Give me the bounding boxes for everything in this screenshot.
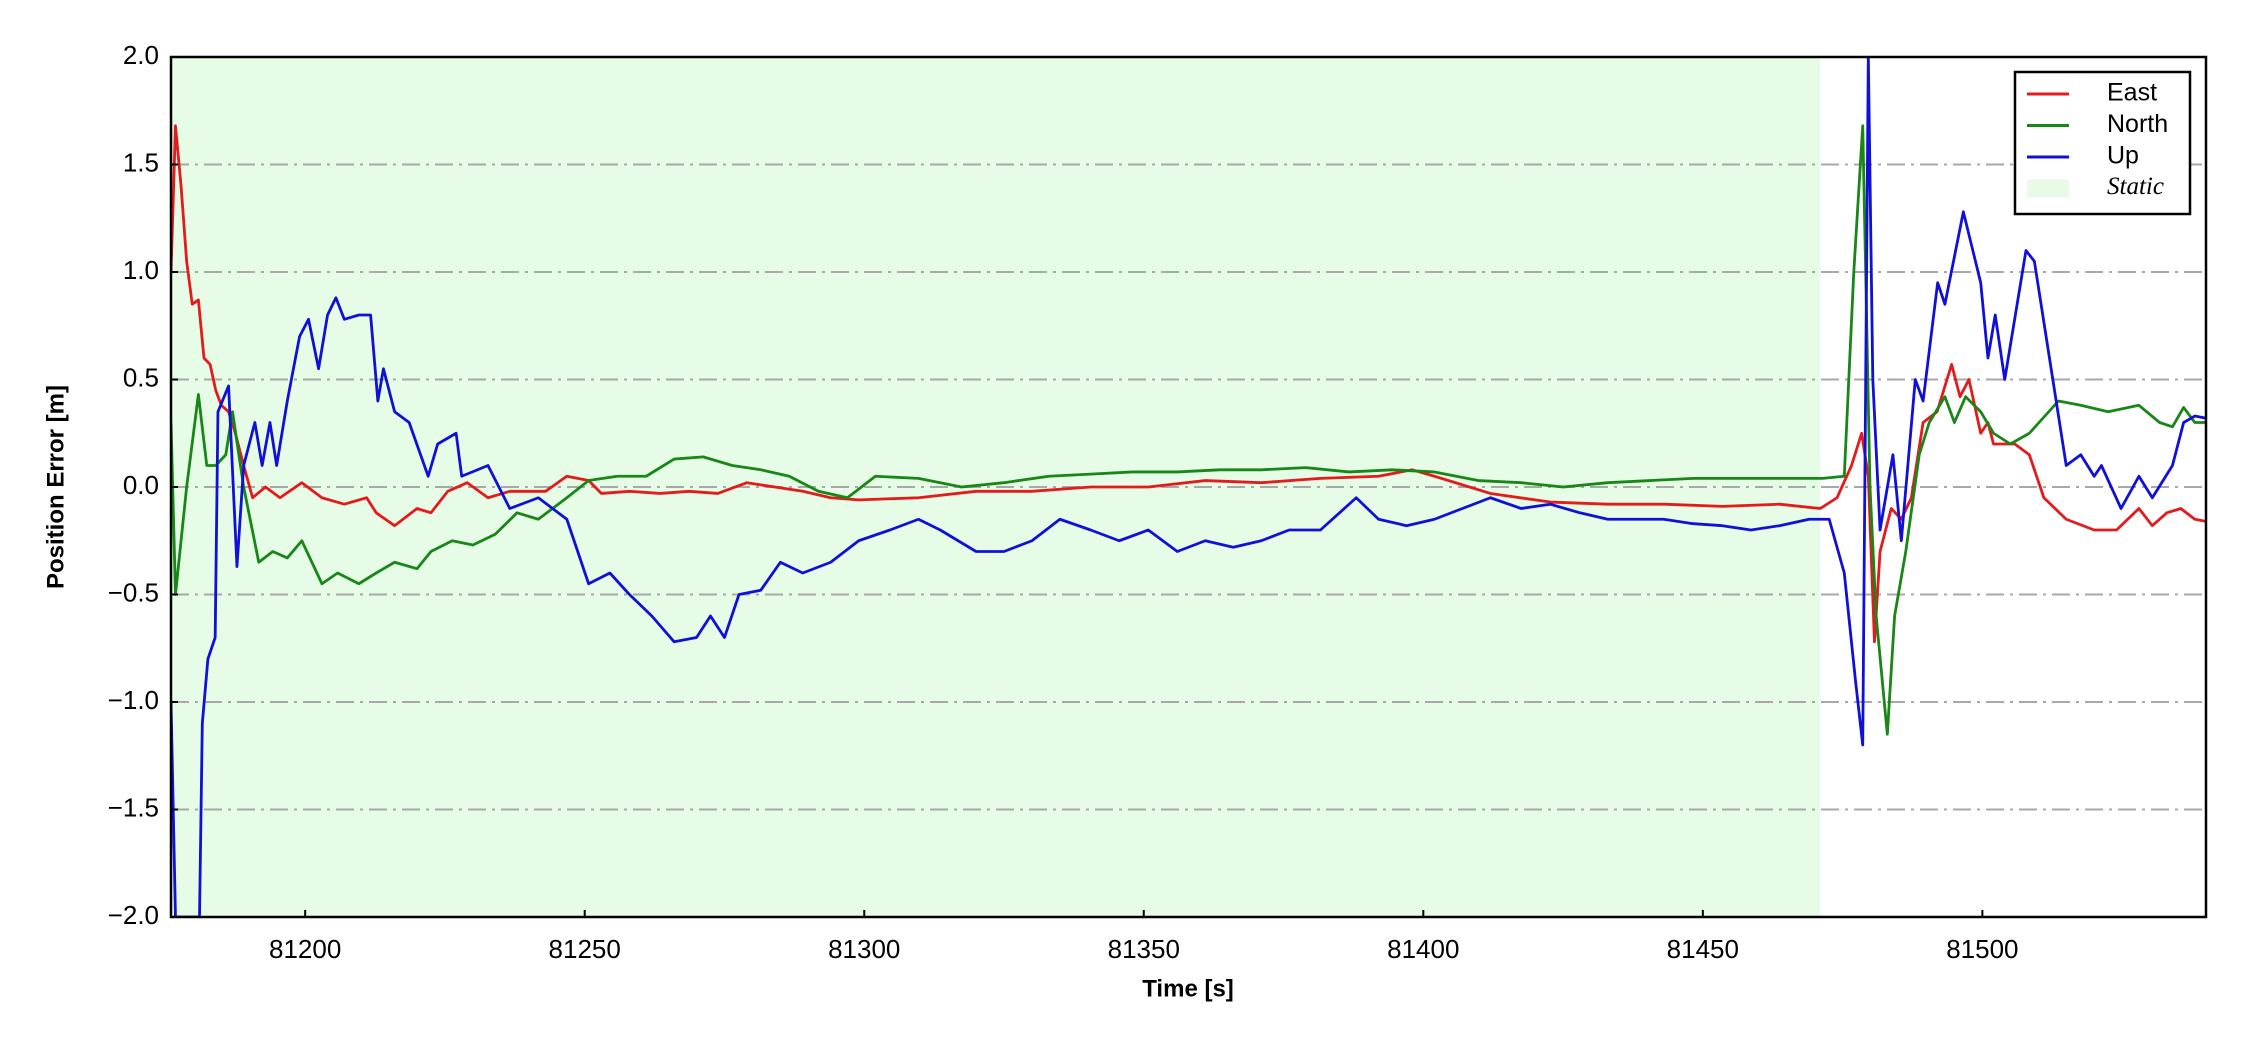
plot-area (171, 56, 2206, 918)
y-tick-label: −1.0 (108, 685, 159, 715)
y-tick-label: −0.5 (108, 577, 159, 607)
x-tick-label: 81450 (1667, 934, 1739, 964)
y-tick-label: 2.0 (123, 40, 159, 70)
y-tick-label: −2.0 (108, 900, 159, 930)
series-line (171, 57, 2206, 917)
y-tick-label: 1.0 (123, 255, 159, 285)
series-lines (171, 57, 2206, 917)
y-tick-label: 1.5 (123, 147, 159, 177)
x-tick-label: 81300 (828, 934, 900, 964)
x-tick-label: 81500 (1946, 934, 2018, 964)
legend-swatch (2027, 179, 2069, 198)
legend-label: Static (2107, 173, 2164, 200)
x-axis-label: Time [s] (1142, 975, 1234, 1002)
x-tick-label: 81350 (1108, 934, 1180, 964)
x-tick-label: 81250 (549, 934, 621, 964)
legend-label: Up (2107, 142, 2139, 170)
legend: East North Up Static (2013, 70, 2192, 216)
series-line (171, 124, 2206, 736)
y-tick-label: 0.5 (123, 362, 159, 392)
x-tick-label: 81400 (1387, 934, 1459, 964)
plot-frame (169, 55, 2208, 919)
legend-label: North (2107, 110, 2168, 138)
y-axis-label: Position Error [m] (42, 385, 69, 589)
x-tick-label: 81200 (269, 934, 341, 964)
y-tick-label: 0.0 (123, 470, 159, 500)
legend-label: East (2107, 79, 2157, 107)
y-tick-label: −1.5 (108, 792, 159, 822)
